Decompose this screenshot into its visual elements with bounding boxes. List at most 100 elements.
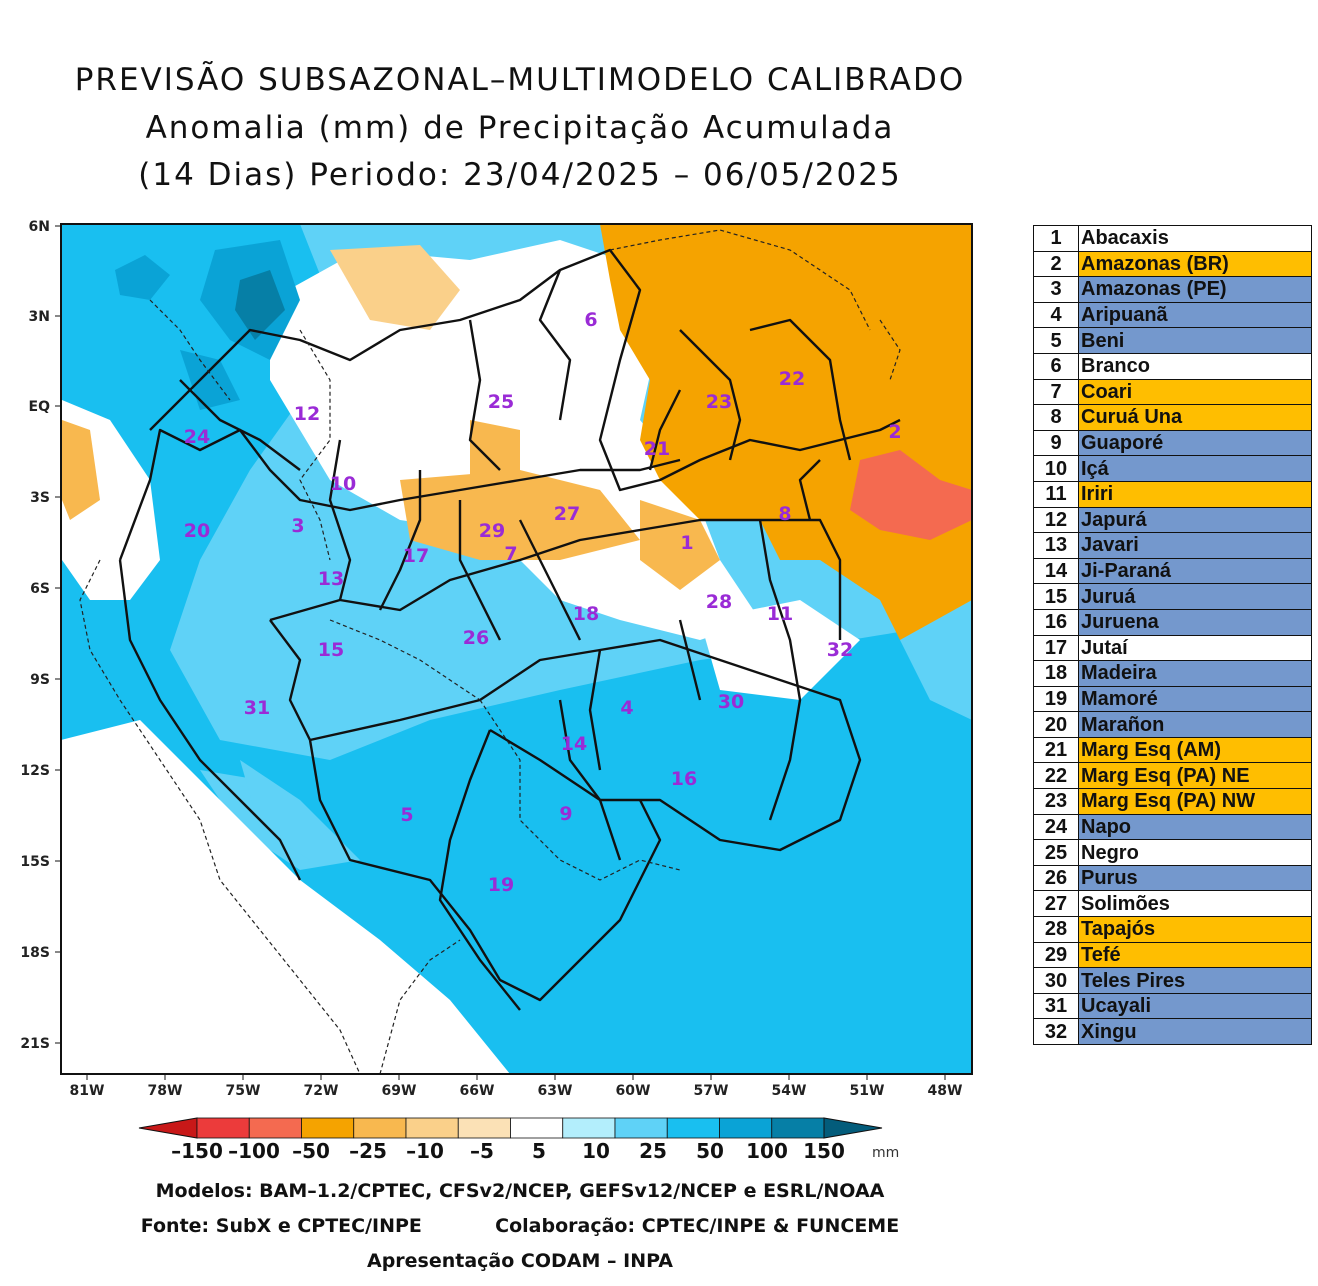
legend-row: 1 Abacaxis — [1033, 225, 1312, 252]
legend-basin-number: 25 — [1033, 839, 1079, 866]
legend-basin-number: 22 — [1033, 762, 1079, 790]
legend-basin-number: 7 — [1033, 378, 1079, 406]
colorbar-label: –150 — [171, 1139, 223, 1163]
legend-basin-number: 17 — [1033, 634, 1079, 662]
legend-row: 27 Solimões — [1033, 890, 1312, 918]
colorbar-cell — [614, 1117, 668, 1139]
basin-label: 29 — [479, 520, 505, 542]
map-frame — [60, 223, 973, 1075]
basin-label: 7 — [504, 543, 517, 565]
legend-basin-name: Napo — [1078, 813, 1312, 841]
legend-basin-name: Teles Pires — [1078, 967, 1312, 994]
lat-label: 6S — [30, 581, 50, 597]
legend-row: 28 Tapajós — [1033, 916, 1312, 943]
basin-label: 12 — [294, 403, 320, 425]
basin-label: 22 — [779, 368, 805, 390]
lat-label: 3S — [30, 490, 50, 506]
legend-basin-number: 1 — [1033, 225, 1079, 252]
credits-models: Modelos: BAM–1.2/CPTEC, CFSv2/NCEP, GEFS… — [155, 1180, 885, 1202]
colorbar-cell — [562, 1117, 616, 1139]
legend-row: 16 Juruena — [1033, 608, 1312, 636]
legend-basin-name: Iriri — [1078, 480, 1312, 508]
legend-row: 17 Jutaí — [1033, 634, 1312, 662]
legend-row: 13 Javari — [1033, 532, 1312, 559]
legend-basin-name: Xingu — [1078, 1018, 1312, 1045]
colorbar-highest-triangle — [823, 1117, 883, 1139]
lat-label: 3N — [29, 309, 50, 325]
basin-label: 1 — [680, 532, 693, 554]
legend-basin-number: 2 — [1033, 250, 1079, 278]
legend-basin-number: 13 — [1033, 532, 1079, 559]
legend-basin-name: Jutaí — [1078, 634, 1312, 662]
legend-basin-number: 30 — [1033, 967, 1079, 994]
legend-basin-number: 12 — [1033, 506, 1079, 534]
legend-row: 3 Amazonas (PE) — [1033, 276, 1312, 303]
credits-presentation: Apresentação CODAM – INPA — [366, 1250, 673, 1272]
basin-label: 2 — [888, 421, 901, 443]
legend-row: 31 Ucayali — [1033, 992, 1312, 1020]
legend-basin-name: Javari — [1078, 532, 1312, 559]
legend-row: 32 Xingu — [1033, 1018, 1312, 1045]
basin-label: 5 — [400, 804, 413, 826]
legend-basin-number: 10 — [1033, 455, 1079, 482]
colorbar-label: –10 — [406, 1139, 444, 1163]
legend-basin-number: 21 — [1033, 736, 1079, 764]
legend-row: 10 Içá — [1033, 455, 1312, 482]
legend-basin-number: 4 — [1033, 301, 1079, 329]
basin-number-labels: 1 2 3 4 5 6 7 8 9 10 11 12 13 14 15 16 1… — [184, 309, 902, 896]
colorbar-cell — [719, 1117, 773, 1139]
legend-basin-name: Amazonas (PE) — [1078, 276, 1312, 303]
legend-row: 11 Iriri — [1033, 480, 1312, 508]
colorbar-cell — [353, 1117, 407, 1139]
colorbar-label: –25 — [349, 1139, 387, 1163]
legend-basin-number: 15 — [1033, 583, 1079, 610]
colorbar-label: –100 — [228, 1139, 280, 1163]
legend-basin-number: 3 — [1033, 276, 1079, 303]
legend-row: 2 Amazonas (BR) — [1033, 250, 1312, 278]
basin-label: 31 — [244, 697, 270, 719]
legend-basin-number: 27 — [1033, 890, 1079, 918]
lat-label: 6N — [29, 219, 50, 235]
colorbar: –150 –100 –50 –25 –10 –5 5 10 25 50 100 … — [138, 1117, 899, 1163]
legend-basin-name: Marañon — [1078, 711, 1312, 738]
basin-label: 13 — [318, 568, 344, 590]
legend-basin-name: Aripuanã — [1078, 301, 1312, 329]
legend-row: 18 Madeira — [1033, 660, 1312, 687]
lon-label: 75W — [226, 1083, 261, 1099]
legend-row: 25 Negro — [1033, 839, 1312, 866]
colorbar-lowest-triangle — [138, 1117, 198, 1139]
legend-row: 20 Marañon — [1033, 711, 1312, 738]
legend-row: 19 Mamoré — [1033, 685, 1312, 713]
basin-label: 18 — [573, 603, 599, 625]
legend-row: 15 Juruá — [1033, 583, 1312, 610]
legend-basin-number: 26 — [1033, 864, 1079, 892]
basin-label: 28 — [706, 591, 732, 613]
basin-label: 14 — [561, 733, 587, 755]
legend-row: 4 Aripuanã — [1033, 301, 1312, 329]
legend-row: 29 Tefé — [1033, 941, 1312, 969]
basin-boundaries — [118, 248, 901, 1011]
map-title-line-3: (14 Dias) Periodo: 23/04/2025 – 06/05/20… — [138, 157, 902, 193]
legend-basin-number: 31 — [1033, 992, 1079, 1020]
lat-label: 12S — [20, 763, 50, 779]
basin-label: 20 — [184, 520, 210, 542]
legend-basin-name: Coari — [1078, 378, 1312, 406]
lon-label: 48W — [928, 1083, 963, 1099]
basin-label: 24 — [184, 426, 210, 448]
basin-label: 23 — [706, 391, 732, 413]
legend-basin-number: 8 — [1033, 404, 1079, 431]
precipitation-anomaly-field — [61, 224, 972, 1074]
legend-basin-name: Içá — [1078, 455, 1312, 482]
legend-basin-number: 19 — [1033, 685, 1079, 713]
legend-basin-number: 14 — [1033, 557, 1079, 585]
colorbar-label: 50 — [696, 1139, 724, 1163]
legend-row: 14 Ji-Paraná — [1033, 557, 1312, 585]
colorbar-cell — [196, 1117, 250, 1139]
map-title-line-1: PREVISÃO SUBSAZONAL–MULTIMODELO CALIBRAD… — [74, 62, 966, 98]
colorbar-label: 150 — [803, 1139, 845, 1163]
lat-label: 9S — [30, 672, 50, 688]
colorbar-cell — [457, 1117, 511, 1139]
legend-basin-number: 11 — [1033, 480, 1079, 508]
legend-basin-name: Ucayali — [1078, 992, 1312, 1020]
